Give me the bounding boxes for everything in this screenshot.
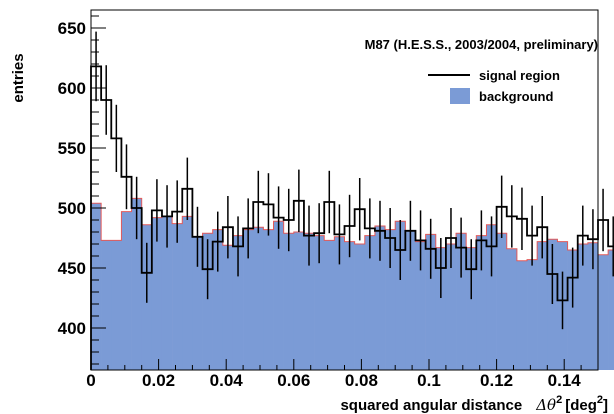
background-bar bbox=[303, 233, 315, 370]
signal-error-bars bbox=[95, 31, 614, 330]
background-bar bbox=[395, 221, 406, 370]
x-axis-unit-open: [deg bbox=[565, 397, 597, 414]
background-bar bbox=[456, 233, 467, 370]
background-bar bbox=[202, 233, 213, 370]
background-bar bbox=[324, 240, 335, 370]
y-axis-title: entries bbox=[10, 53, 27, 102]
background-bar bbox=[415, 241, 426, 370]
background-bar bbox=[537, 241, 548, 370]
background-bar bbox=[425, 234, 437, 370]
x-axis-symbol-sup: 2 bbox=[556, 394, 562, 406]
background-bar bbox=[466, 247, 477, 370]
background-bar bbox=[608, 250, 614, 370]
x-tick-label: 0.02 bbox=[142, 371, 175, 390]
background-bar bbox=[111, 240, 122, 370]
background-bar bbox=[476, 235, 487, 370]
background-bar bbox=[151, 217, 163, 370]
y-tick-label: 550 bbox=[58, 139, 86, 158]
x-tick-label: 0.04 bbox=[210, 371, 244, 390]
background-bar bbox=[374, 226, 386, 370]
legend-signal-label: signal region bbox=[479, 68, 560, 83]
background-bar bbox=[435, 247, 447, 370]
background-bar bbox=[212, 229, 224, 370]
background-bar bbox=[527, 259, 538, 370]
background-bar bbox=[516, 260, 528, 370]
x-tick-label: 0 bbox=[86, 371, 95, 390]
y-tick-label: 450 bbox=[58, 259, 86, 278]
background-bar bbox=[567, 250, 579, 370]
background-bar bbox=[496, 233, 508, 370]
background-bar bbox=[121, 211, 132, 370]
x-axis-unit-sup: 2 bbox=[597, 394, 603, 406]
background-bar bbox=[547, 239, 558, 370]
legend-background-label: background bbox=[479, 89, 553, 104]
background-bar bbox=[293, 232, 305, 370]
background-bar bbox=[283, 233, 295, 370]
background-bar bbox=[192, 236, 203, 370]
background-bar bbox=[101, 240, 112, 370]
background-bar bbox=[253, 227, 264, 370]
x-axis-title-text: squared angular distance bbox=[340, 397, 522, 414]
background-bar bbox=[577, 244, 589, 370]
background-bar bbox=[445, 244, 457, 370]
background-bar bbox=[131, 198, 142, 370]
background-bar bbox=[405, 230, 416, 370]
axis-ticks bbox=[90, 15, 599, 370]
legend: signal region background bbox=[428, 68, 560, 104]
background-bar bbox=[486, 224, 497, 370]
y-tick-label: 400 bbox=[58, 319, 86, 338]
background-bar bbox=[344, 241, 355, 370]
background-bar bbox=[364, 235, 376, 370]
x-tick-label: 0.12 bbox=[480, 371, 513, 390]
background-bar bbox=[263, 229, 274, 370]
y-tick-label: 500 bbox=[58, 199, 86, 218]
legend-background-swatch bbox=[450, 88, 470, 104]
background-bar bbox=[172, 223, 183, 370]
x-axis-unit-close: ] bbox=[603, 397, 608, 414]
background-bar bbox=[587, 242, 599, 370]
background-bar bbox=[314, 235, 325, 370]
x-tick-label: 0.08 bbox=[345, 371, 378, 390]
x-tick-label: 0.06 bbox=[277, 371, 310, 390]
background-bar bbox=[161, 216, 173, 370]
background-bar bbox=[232, 235, 244, 370]
y-tick-label: 650 bbox=[58, 19, 86, 38]
x-tick-label: 0.1 bbox=[417, 371, 441, 390]
x-tick-labels: 0 0.02 0.04 0.06 0.08 0.1 0.12 0.14 bbox=[86, 371, 581, 390]
background-bar bbox=[182, 216, 193, 370]
y-tick-label: 600 bbox=[58, 79, 86, 98]
chart-title: M87 (H.E.S.S., 2003/2004, preliminary) bbox=[365, 37, 598, 52]
background-bar bbox=[91, 203, 102, 370]
background-bar bbox=[354, 244, 366, 370]
background-bar bbox=[222, 245, 234, 370]
background-bar bbox=[385, 229, 396, 370]
background-bar bbox=[243, 229, 254, 370]
plot-area bbox=[90, 9, 614, 371]
background-bar bbox=[334, 236, 345, 370]
background-bar bbox=[273, 221, 284, 370]
x-axis-title: squared angular distance Δθ2 [deg2] bbox=[340, 394, 608, 414]
x-axis-symbol: Δθ bbox=[535, 396, 556, 414]
y-tick-labels: 400 450 500 550 600 650 bbox=[58, 19, 86, 338]
x-tick-label: 0.14 bbox=[548, 371, 582, 390]
background-bar bbox=[506, 248, 518, 370]
background-histogram bbox=[90, 197, 614, 370]
background-bar bbox=[598, 254, 609, 370]
